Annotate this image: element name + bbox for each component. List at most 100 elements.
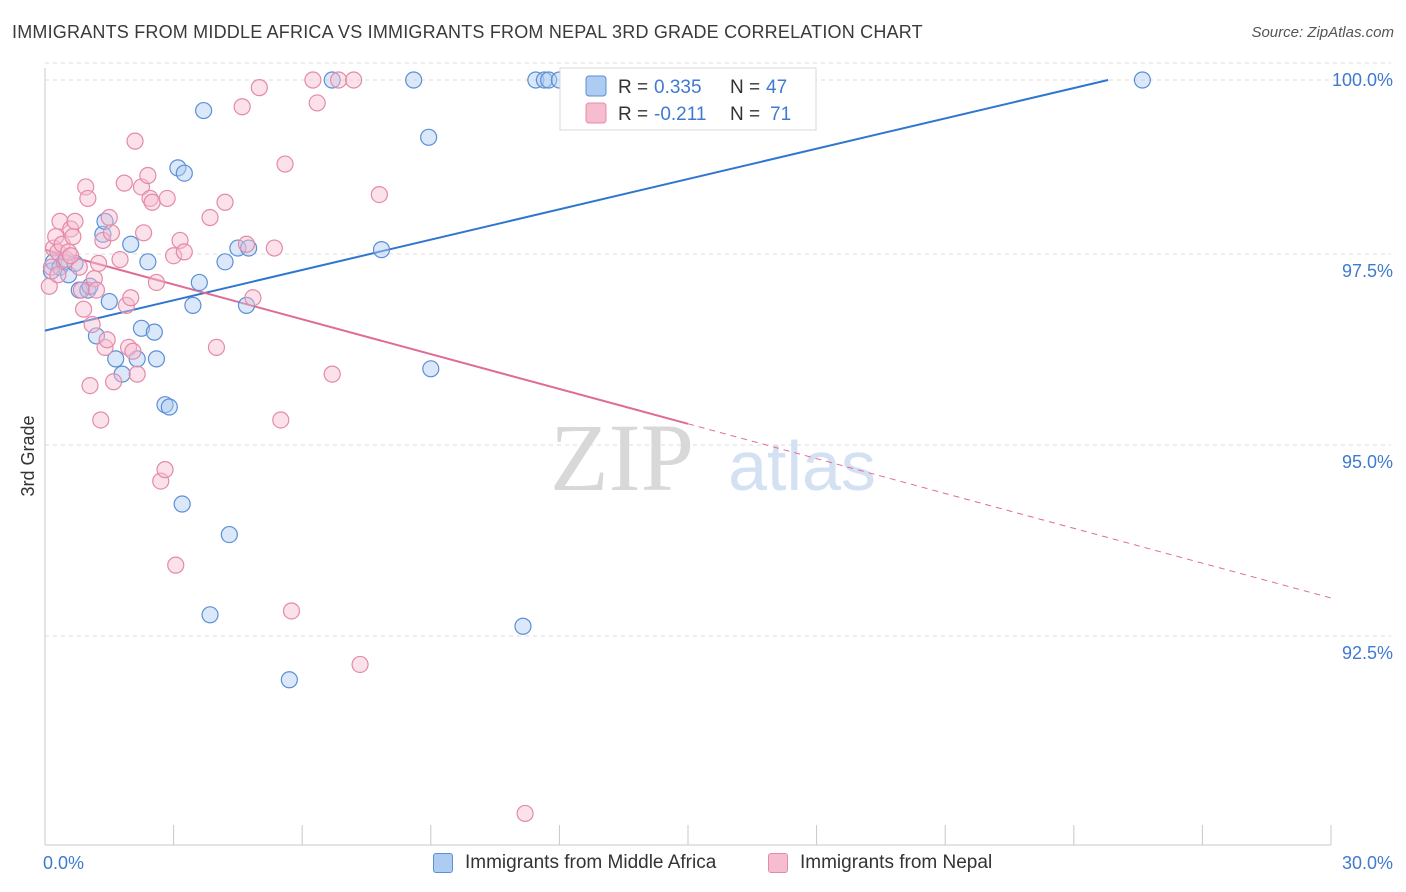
data-point xyxy=(62,247,80,265)
legend-r-value-pink: -0.211 xyxy=(654,104,706,125)
data-point xyxy=(87,281,106,299)
data-point xyxy=(102,224,121,242)
data-point xyxy=(64,228,82,246)
data-point xyxy=(173,495,191,513)
data-point xyxy=(276,155,294,173)
data-point xyxy=(216,253,234,271)
series-points-blue xyxy=(42,71,1151,689)
data-point xyxy=(265,239,283,257)
trend-line-blue xyxy=(44,79,1109,332)
watermark-atlas: atlas xyxy=(728,427,876,505)
data-point xyxy=(100,292,118,311)
data-point xyxy=(201,606,219,624)
data-point xyxy=(122,289,140,307)
data-point xyxy=(139,253,157,271)
data-point xyxy=(70,258,88,276)
data-point xyxy=(126,132,144,150)
data-point xyxy=(323,365,341,383)
legend-item-middle-africa: Immigrants from Middle Africa xyxy=(433,852,716,874)
data-point xyxy=(370,186,388,204)
data-point xyxy=(535,71,553,89)
data-point xyxy=(139,166,157,185)
data-point xyxy=(304,71,322,89)
data-point xyxy=(514,617,532,635)
data-point xyxy=(94,225,112,243)
data-point xyxy=(233,98,251,116)
data-point xyxy=(89,254,108,272)
legend-r-label-pink: R = xyxy=(618,104,648,125)
data-point xyxy=(124,342,142,360)
data-point xyxy=(220,525,238,544)
data-point xyxy=(351,655,369,674)
data-point xyxy=(156,461,174,479)
y-tick-label: 92.5% xyxy=(1342,643,1393,663)
data-point xyxy=(49,266,67,284)
series-legend: Immigrants from Middle Africa Immigrants… xyxy=(0,852,1406,878)
data-point xyxy=(308,94,326,112)
data-point xyxy=(195,101,213,120)
data-point xyxy=(167,556,185,574)
data-point xyxy=(134,224,153,242)
data-point xyxy=(330,71,348,89)
source-label: Source: ZipAtlas.com xyxy=(1251,24,1394,41)
data-point xyxy=(207,338,226,356)
data-point xyxy=(83,315,101,334)
data-point xyxy=(79,189,97,208)
data-point xyxy=(190,273,208,292)
data-point xyxy=(111,250,129,269)
trend-line-extension-pink xyxy=(687,423,1332,599)
watermark: ZIP atlas xyxy=(550,404,876,511)
data-point xyxy=(184,296,202,314)
legend-swatch-middle-africa xyxy=(433,853,453,873)
data-point xyxy=(250,79,268,97)
legend-label-middle-africa: Immigrants from Middle Africa xyxy=(465,852,717,873)
data-point xyxy=(72,281,91,299)
data-point xyxy=(216,193,234,211)
data-point xyxy=(160,398,178,416)
data-point xyxy=(81,377,99,395)
data-point xyxy=(132,319,151,337)
data-point xyxy=(175,164,193,182)
data-point xyxy=(115,174,133,192)
legend-n-value-blue: 47 xyxy=(766,77,787,98)
x-tick-label-min: 0.0% xyxy=(43,853,84,873)
data-point xyxy=(280,671,298,689)
data-point xyxy=(66,212,84,230)
chart-title: IMMIGRANTS FROM MIDDLE AFRICA VS IMMIGRA… xyxy=(12,22,923,42)
data-point xyxy=(201,208,219,227)
data-point xyxy=(237,235,256,253)
data-point xyxy=(143,193,161,211)
series-points-pink xyxy=(40,71,534,823)
data-point xyxy=(100,208,118,227)
trend-line-pink xyxy=(44,248,689,425)
data-point xyxy=(516,804,534,823)
data-point xyxy=(372,241,391,259)
data-point xyxy=(175,243,193,261)
legend-swatch-nepal xyxy=(768,853,788,873)
grid-layer xyxy=(45,62,1391,637)
data-point xyxy=(422,360,440,378)
data-point xyxy=(128,365,146,383)
y-axis-label: 3rd Grade xyxy=(18,415,38,496)
data-points xyxy=(40,71,1151,823)
y-tick-label: 97.5% xyxy=(1342,261,1393,281)
data-point xyxy=(122,235,140,253)
data-point xyxy=(272,411,290,429)
data-point xyxy=(323,71,341,89)
data-point xyxy=(145,323,163,341)
legend-r-label-blue: R = xyxy=(618,77,648,98)
legend-n-label-blue: N = xyxy=(730,77,760,98)
data-point xyxy=(405,71,423,89)
legend-label-nepal: Immigrants from Nepal xyxy=(800,852,993,873)
axis-layer xyxy=(44,68,1332,846)
x-tick-label-max: 30.0% xyxy=(1342,853,1393,873)
data-point xyxy=(345,71,363,89)
data-point xyxy=(40,277,58,295)
data-point xyxy=(107,350,125,368)
data-point xyxy=(147,350,166,368)
watermark-zip: ZIP xyxy=(550,404,694,511)
y-tick-label: 100.0% xyxy=(1332,70,1393,90)
data-point xyxy=(1133,71,1151,89)
data-point xyxy=(420,128,438,146)
data-point xyxy=(147,273,166,292)
